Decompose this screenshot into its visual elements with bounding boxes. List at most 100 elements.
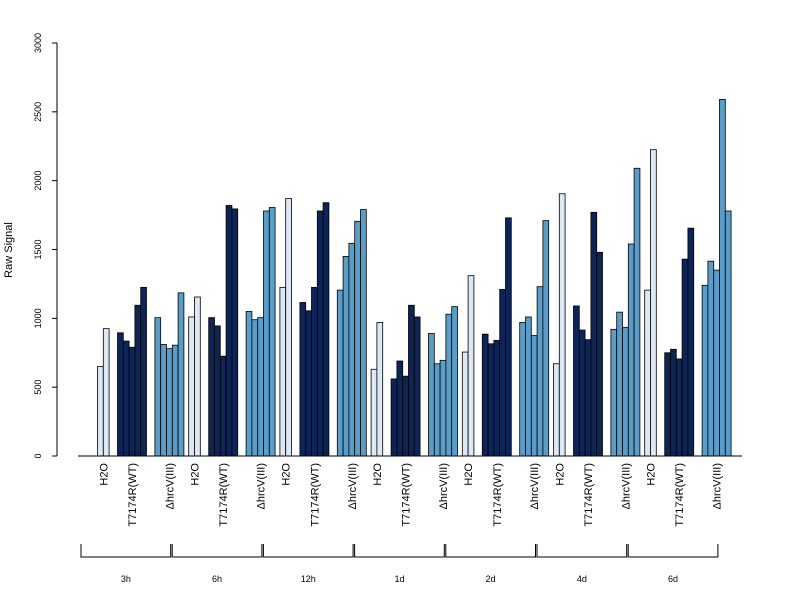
bar bbox=[525, 316, 532, 457]
group-label: 6h bbox=[212, 574, 222, 584]
bar bbox=[360, 209, 367, 457]
y-tick-label: 1500 bbox=[33, 239, 43, 259]
bar bbox=[316, 210, 324, 457]
group-bracket bbox=[536, 544, 628, 558]
bar bbox=[160, 344, 167, 457]
treatment-label: H2O bbox=[98, 463, 110, 486]
bar bbox=[396, 360, 404, 457]
bar bbox=[439, 359, 447, 457]
bar bbox=[644, 289, 651, 457]
bar bbox=[536, 286, 544, 457]
bar bbox=[122, 340, 130, 457]
y-tick-label: 2500 bbox=[33, 102, 43, 122]
bar bbox=[140, 286, 147, 457]
bar bbox=[584, 339, 592, 457]
group-brackets: 3h 6h 12h 1d 2d 4d 6d bbox=[80, 544, 719, 584]
bar bbox=[299, 302, 307, 457]
bar bbox=[219, 355, 227, 457]
bar bbox=[558, 193, 566, 457]
bar bbox=[208, 317, 215, 457]
group-bracket bbox=[627, 544, 719, 558]
treatment-label: T7174R(WT) bbox=[492, 463, 504, 527]
bar bbox=[553, 363, 560, 457]
treatment-label: ΔhrcV(III) bbox=[164, 463, 176, 509]
y-axis: 0 500 1000 1500 2000 2500 3000 bbox=[33, 33, 58, 459]
bar bbox=[650, 149, 657, 457]
bar bbox=[616, 311, 623, 457]
treatment-label: T7174R(WT) bbox=[674, 463, 686, 527]
bar bbox=[402, 375, 409, 457]
group-label: 12h bbox=[301, 574, 316, 584]
bar bbox=[177, 292, 185, 457]
group-label: 4d bbox=[577, 574, 587, 584]
bar bbox=[354, 220, 361, 457]
bar bbox=[214, 325, 221, 457]
treatment-label: H2O bbox=[281, 463, 293, 486]
group-bracket bbox=[354, 544, 445, 558]
bar bbox=[719, 99, 726, 457]
bar bbox=[487, 343, 495, 457]
bar bbox=[154, 317, 162, 457]
bar bbox=[573, 305, 580, 457]
group-label: 1d bbox=[394, 574, 404, 584]
treatment-label: H2O bbox=[554, 463, 566, 486]
bar bbox=[268, 207, 276, 457]
bar bbox=[701, 284, 709, 457]
bar bbox=[342, 255, 350, 457]
bar bbox=[499, 289, 506, 457]
bar bbox=[461, 351, 469, 457]
bar bbox=[336, 289, 344, 457]
y-tick-label: 1000 bbox=[33, 308, 43, 328]
bar bbox=[433, 363, 441, 457]
bar bbox=[408, 304, 415, 457]
treatment-label: T7174R(WT) bbox=[218, 463, 230, 527]
bar bbox=[428, 333, 435, 457]
y-tick-label: 500 bbox=[33, 380, 43, 395]
group-bracket bbox=[171, 544, 263, 558]
y-tick-label: 3000 bbox=[33, 33, 43, 53]
bar bbox=[590, 211, 598, 457]
treatment-label: T7174R(WT) bbox=[309, 463, 321, 527]
treatment-label: T7174R(WT) bbox=[127, 463, 139, 527]
group-bracket bbox=[262, 544, 354, 558]
bar bbox=[413, 316, 421, 457]
group-label: 6d bbox=[668, 574, 678, 584]
bar bbox=[188, 316, 195, 457]
treatment-label: H2O bbox=[646, 463, 658, 486]
bar bbox=[128, 346, 136, 457]
bar bbox=[530, 335, 538, 457]
treatment-labels: H2O T7174R(WT) ΔhrcV(III) H2O T7174R(WT) Δhrc… bbox=[98, 463, 723, 527]
bar bbox=[305, 310, 312, 457]
y-axis-label: Raw Signal bbox=[3, 222, 15, 278]
treatment-label: H2O bbox=[190, 463, 202, 486]
bar bbox=[102, 328, 110, 457]
group-bracket bbox=[80, 544, 172, 558]
y-tick-label: 0 bbox=[33, 453, 43, 458]
treatment-label: H2O bbox=[372, 463, 384, 486]
bar bbox=[542, 220, 550, 457]
treatment-label: T7174R(WT) bbox=[401, 463, 413, 527]
bar bbox=[370, 368, 378, 457]
bar bbox=[451, 306, 458, 457]
bar bbox=[97, 366, 104, 457]
bar bbox=[633, 167, 641, 457]
bar bbox=[348, 242, 356, 457]
bar bbox=[578, 329, 586, 457]
bar bbox=[610, 328, 618, 457]
treatment-label: ΔhrcV(III) bbox=[438, 463, 450, 509]
treatment-label: ΔhrcV(III) bbox=[620, 463, 632, 509]
bar bbox=[505, 217, 512, 457]
bar bbox=[713, 269, 720, 457]
bar bbox=[467, 275, 475, 457]
bar bbox=[285, 198, 292, 457]
bar bbox=[670, 348, 677, 457]
bar bbox=[493, 339, 501, 457]
bar bbox=[445, 313, 453, 457]
bar bbox=[171, 344, 179, 457]
bar bbox=[279, 286, 287, 457]
bar bbox=[724, 210, 732, 457]
treatment-label: T7174R(WT) bbox=[583, 463, 595, 527]
treatment-label: ΔhrcV(III) bbox=[712, 463, 724, 509]
bars bbox=[97, 99, 732, 457]
